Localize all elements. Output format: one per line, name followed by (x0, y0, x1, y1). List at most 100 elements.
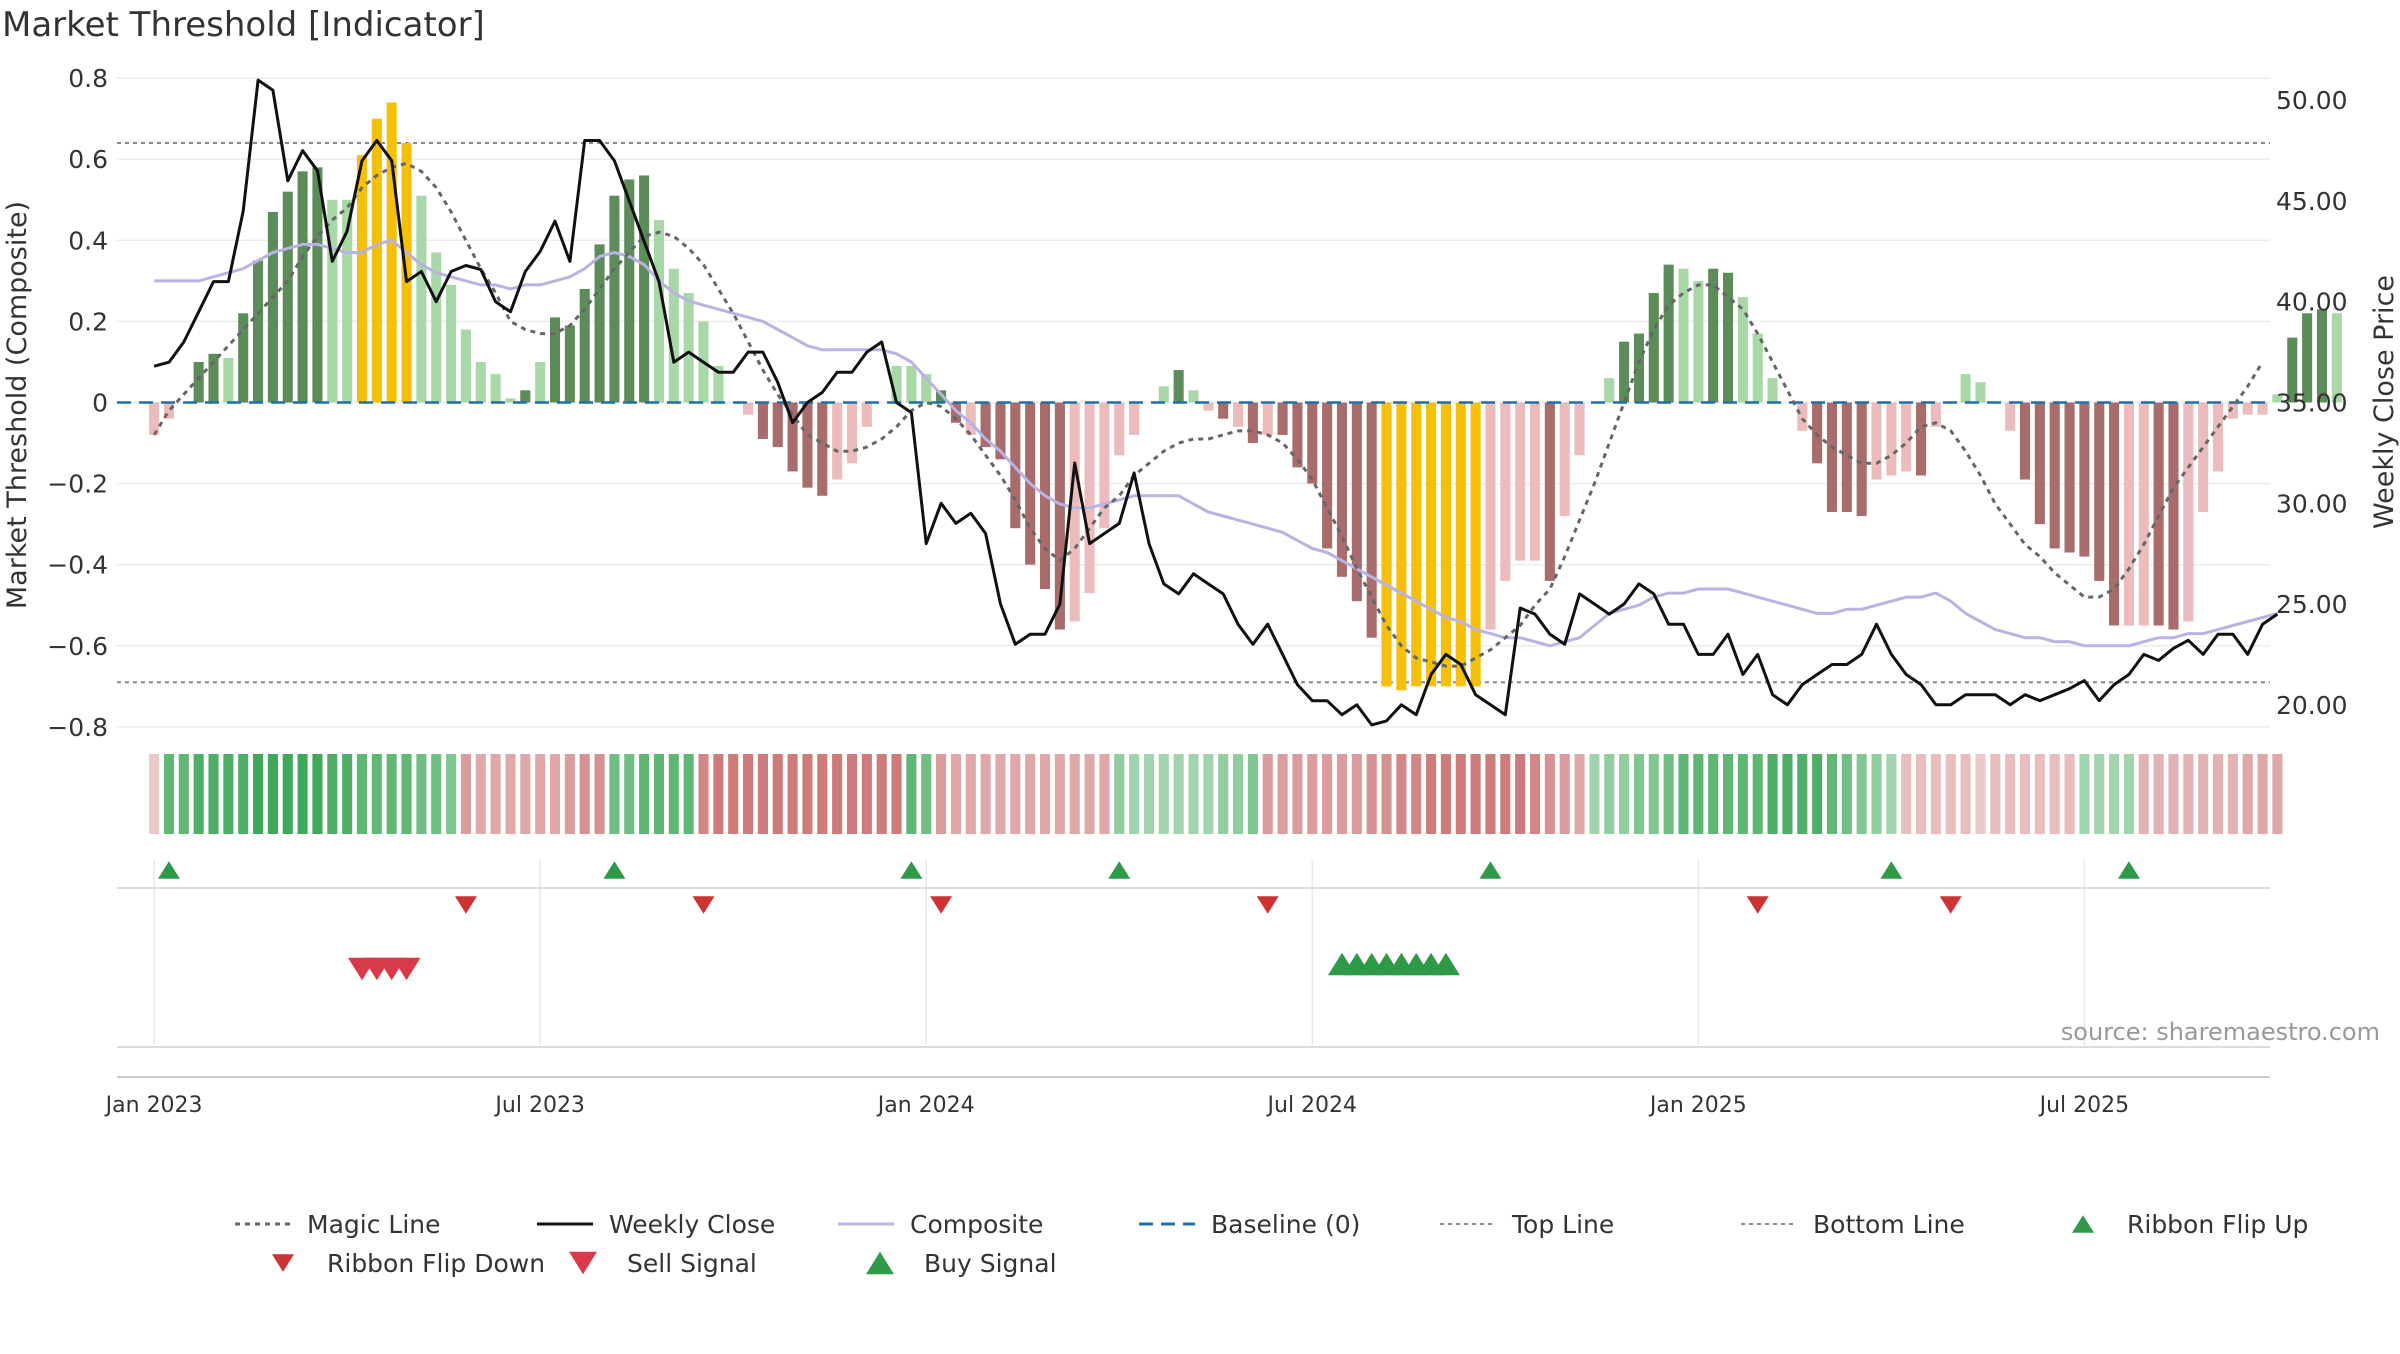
ribbon-cell (1500, 754, 1511, 834)
ribbon-cell (1025, 754, 1036, 834)
ribbon-cell (1129, 754, 1140, 834)
ribbon-cell (1841, 754, 1852, 834)
magic-line (152, 161, 2264, 668)
ribbon-cell (1277, 754, 1288, 834)
ribbon-cell (683, 754, 694, 834)
ribbon-cell (2272, 754, 2283, 834)
histogram-bar (1336, 402, 1348, 577)
legend-swatch (272, 1254, 294, 1272)
histogram-bar (1737, 297, 1748, 403)
histogram-bar (743, 402, 754, 415)
ribbon-cell (1485, 754, 1496, 834)
histogram-bar (1975, 382, 1986, 403)
ribbon-flip-down-marker (692, 896, 715, 914)
ribbon-cell (1663, 754, 1674, 834)
ribbon-flip-up-marker (2117, 861, 2140, 879)
histogram-bar (1262, 402, 1273, 435)
signal-panels (117, 861, 2270, 1048)
ribbon-cell (149, 754, 160, 834)
ribbon-cell (1143, 754, 1155, 834)
histogram-bar (579, 288, 590, 403)
ribbon-cell (2183, 754, 2194, 834)
legend-item-baseline: Baseline (0) (1139, 1210, 1360, 1239)
buy-signal-marker (1431, 952, 1460, 976)
ribbon-cell (1886, 754, 1897, 834)
histogram-bar (2212, 402, 2224, 472)
axes: 0.8 0.6 0.4 0.2 0 −0.2 −0.4 −0.6 −0.8 50.00 45.00 4… (47, 64, 2347, 1118)
ribbon-cell (1114, 754, 1125, 834)
histogram-bar (832, 402, 843, 480)
ribbon-cell (787, 754, 798, 834)
ribbon-cell (1069, 754, 1080, 834)
histogram-bar (505, 398, 516, 403)
ribbon-cell (267, 754, 278, 834)
ribbon-cell (1336, 754, 1348, 834)
histogram-bar (1678, 268, 1689, 403)
histogram-bar (2198, 402, 2209, 512)
histogram-bar (1574, 402, 1585, 456)
histogram-bar (2168, 402, 2179, 630)
series-lines (117, 78, 2279, 727)
ribbon-cell (995, 754, 1006, 834)
ribbon-cell (1099, 754, 1110, 834)
ribbon-cell (208, 754, 219, 834)
ribbon-cell (1767, 754, 1778, 834)
ribbon-cell (520, 754, 531, 834)
histogram-bar (490, 374, 501, 403)
histogram-bar (787, 402, 798, 472)
histogram-bar (2227, 402, 2238, 419)
legend-label: Ribbon Flip Up (2127, 1210, 2308, 1239)
histogram-bar (475, 361, 486, 403)
histogram-bar (1693, 280, 1704, 403)
x-tick-label: Jul 2023 (493, 1093, 585, 1118)
histogram-bar (1648, 293, 1659, 403)
legend-label: Baseline (0) (1211, 1210, 1360, 1239)
ribbon-cell (1396, 754, 1407, 834)
ribbon-cell (698, 754, 709, 834)
histogram-bar (2302, 313, 2313, 403)
histogram-bar (2316, 309, 2328, 403)
histogram-bar (297, 171, 308, 403)
ribbon-cell (2094, 754, 2105, 834)
ribbon-cell (238, 754, 249, 834)
ribbon-cell (2034, 754, 2045, 834)
ribbon-cell (475, 754, 486, 834)
ribbon-cell (1039, 754, 1051, 834)
ribbon-cell (1232, 754, 1244, 834)
histogram-bar (683, 293, 694, 403)
ribbon-cell (416, 754, 427, 834)
ribbon-cell (950, 754, 961, 834)
histogram-bar (1559, 402, 1570, 517)
histogram-bar (653, 220, 665, 403)
legend-label: Sell Signal (627, 1249, 757, 1278)
ribbon-cell (891, 754, 902, 834)
histogram-bar (1960, 374, 1971, 403)
ribbon-cell (1960, 754, 1971, 834)
ribbon-cell (1930, 754, 1941, 834)
ribbon-cell (1945, 754, 1956, 834)
ribbon-cell (1708, 754, 1719, 834)
ribbon-cell (772, 754, 783, 834)
ribbon-cell (549, 754, 561, 834)
ribbon-cell (1633, 754, 1644, 834)
ribbon-cell (1054, 754, 1065, 834)
ribbon-cell (2079, 754, 2090, 834)
ribbon-cell (2049, 754, 2060, 834)
ribbon-cell (1826, 754, 1838, 834)
ribbon-cell (490, 754, 501, 834)
histogram-bar (1158, 386, 1169, 403)
histogram-bar (267, 211, 278, 403)
histogram-bar (1826, 402, 1838, 512)
histogram-bar (2005, 402, 2016, 431)
histogram-bar (639, 175, 650, 403)
right-tick-label: 20.00 (2276, 691, 2348, 720)
x-tick-label: Jul 2025 (2038, 1093, 2130, 1118)
ribbon-cell (193, 754, 204, 834)
ribbon-cell (327, 754, 338, 834)
ribbon-cell (163, 754, 175, 834)
histogram-bar (149, 402, 160, 435)
ribbon-cell (728, 754, 739, 834)
histogram-bar (624, 179, 635, 403)
ribbon-cell (921, 754, 932, 834)
histogram-bar (713, 366, 724, 403)
